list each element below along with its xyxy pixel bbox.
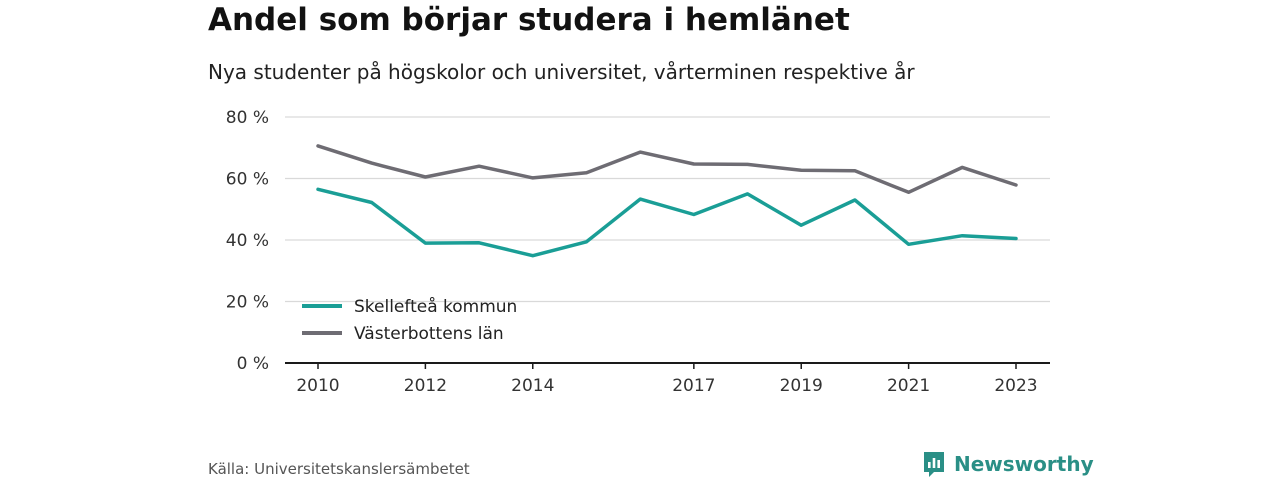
legend-label: Skellefteå kommun [354,296,517,317]
data-point [638,150,642,154]
data-point [853,169,857,173]
data-point [584,240,588,244]
series-lines [316,144,1018,258]
data-point [584,171,588,175]
data-point [316,187,320,191]
data-point [692,162,696,166]
y-tick-label: 0 % [237,354,269,374]
x-tick-label: 2014 [511,376,554,396]
data-point [370,161,374,165]
data-point [423,241,427,245]
chart-title: Andel som börjar studera i hemlänet [208,2,850,38]
data-point [1014,236,1018,240]
data-point [746,162,750,166]
data-point [531,254,535,258]
series-line [316,144,1018,195]
data-point [531,176,535,180]
data-point [370,200,374,204]
y-tick-label: 80 % [226,108,269,128]
brand-name: Newsworthy [954,452,1094,476]
data-point [907,242,911,246]
x-tick-label: 2023 [994,376,1037,396]
x-tick-label: 2012 [404,376,447,396]
x-axis: 2010 2012 2014 2017 2019 2021 2023 [285,362,1050,396]
data-point [799,223,803,227]
x-tick-label: 2021 [887,376,930,396]
brand-logo: Newsworthy [922,450,1094,478]
data-point [853,198,857,202]
chart-subtitle: Nya studenter på högskolor och universit… [208,60,915,84]
x-tick-label: 2010 [296,376,339,396]
legend: Skellefteå kommun Västerbottens län [302,296,517,344]
data-point [960,234,964,238]
data-point [477,164,481,168]
data-point [746,192,750,196]
data-point [423,175,427,179]
data-point [638,197,642,201]
y-tick-label: 20 % [226,293,269,313]
data-point [799,168,803,172]
source-note: Källa: Universitetskanslersämbetet [208,460,470,478]
data-point [907,190,911,194]
x-tick-label: 2017 [672,376,715,396]
data-point [477,241,481,245]
gridlines [285,116,1050,303]
y-axis: 0 % 20 % 40 % 60 % 80 % [226,108,269,374]
data-point [1014,183,1018,187]
x-tick-label: 2019 [780,376,823,396]
y-tick-label: 40 % [226,231,269,251]
data-point [960,165,964,169]
series-line [316,187,1018,258]
y-tick-label: 60 % [226,170,269,190]
data-point [316,144,320,148]
newsworthy-logo-icon [924,452,944,477]
legend-label: Västerbottens län [354,324,504,344]
data-point [692,212,696,216]
